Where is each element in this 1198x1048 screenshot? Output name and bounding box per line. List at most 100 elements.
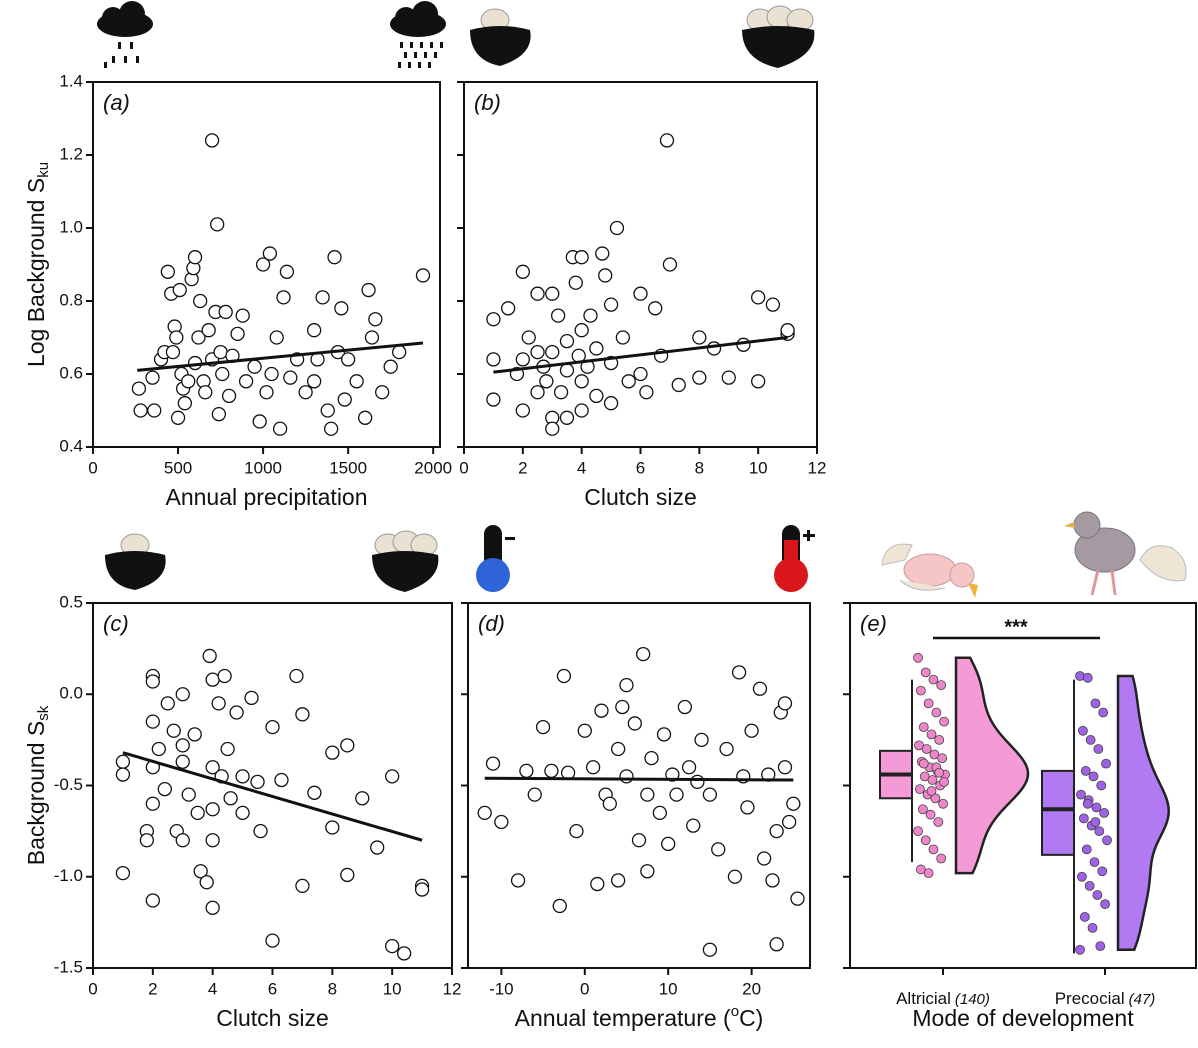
data-point bbox=[515, 352, 530, 367]
data-point bbox=[583, 308, 598, 323]
data-point bbox=[172, 282, 187, 298]
x-axis-label-text: Clutch size bbox=[216, 1005, 328, 1031]
x-tick-label: 0 bbox=[88, 458, 97, 477]
data-point bbox=[235, 308, 250, 323]
data-point bbox=[1093, 744, 1104, 754]
data-point bbox=[589, 341, 604, 356]
data-point bbox=[1078, 813, 1089, 824]
data-point bbox=[559, 363, 575, 378]
data-point bbox=[765, 873, 780, 888]
data-point bbox=[677, 699, 693, 715]
data-point bbox=[229, 705, 244, 720]
data-point bbox=[295, 707, 310, 722]
x-tick-label: 10 bbox=[659, 979, 678, 998]
data-point bbox=[223, 791, 238, 806]
data-point bbox=[577, 723, 592, 738]
x-axis-label-text: Mode of development bbox=[912, 1005, 1134, 1031]
data-point bbox=[202, 648, 217, 664]
data-point bbox=[574, 323, 589, 338]
data-point bbox=[325, 820, 340, 835]
data-point bbox=[923, 868, 934, 878]
data-point bbox=[928, 844, 939, 855]
data-point bbox=[671, 377, 686, 393]
data-point bbox=[706, 341, 722, 356]
data-point bbox=[396, 946, 412, 961]
data-point bbox=[1077, 871, 1087, 882]
density-violin bbox=[954, 656, 1030, 875]
data-point bbox=[259, 385, 274, 400]
data-point bbox=[255, 257, 271, 272]
y-tick-label: 1.0 bbox=[59, 217, 83, 236]
data-point bbox=[205, 672, 220, 687]
data-point bbox=[598, 268, 613, 283]
data-point bbox=[690, 774, 705, 789]
data-point bbox=[115, 865, 131, 881]
data-point bbox=[198, 385, 213, 400]
y-tick-label: -0.5 bbox=[54, 775, 83, 794]
data-point bbox=[694, 732, 709, 748]
data-point bbox=[187, 727, 202, 742]
icon-heavy-rain bbox=[390, 1, 446, 68]
data-point bbox=[719, 741, 734, 757]
data-point bbox=[218, 304, 233, 320]
data-point bbox=[936, 680, 947, 691]
data-point bbox=[383, 359, 398, 374]
data-point bbox=[777, 696, 793, 711]
x-tick-label: 1500 bbox=[329, 458, 367, 477]
data-point bbox=[545, 344, 560, 360]
y-tick-label: 1.2 bbox=[59, 144, 83, 163]
plot-frame bbox=[92, 81, 441, 448]
data-point bbox=[936, 853, 947, 864]
data-point bbox=[740, 800, 755, 815]
data-point bbox=[211, 696, 226, 711]
data-point bbox=[934, 734, 945, 745]
data-point bbox=[211, 406, 227, 422]
y-tick-label: 0.4 bbox=[59, 436, 83, 455]
data-point bbox=[262, 246, 278, 261]
data-point bbox=[648, 301, 663, 316]
x-tick-label: 4 bbox=[208, 979, 217, 998]
data-point bbox=[939, 776, 949, 787]
data-point bbox=[751, 374, 766, 389]
data-point bbox=[574, 250, 589, 265]
data-point bbox=[320, 403, 335, 418]
data-point bbox=[1101, 758, 1111, 769]
data-point bbox=[527, 787, 542, 802]
data-point bbox=[926, 786, 937, 796]
data-point bbox=[925, 809, 936, 820]
data-point bbox=[917, 804, 928, 815]
data-point bbox=[927, 775, 938, 785]
data-point bbox=[145, 796, 160, 811]
plot-frame bbox=[92, 602, 453, 969]
data-point bbox=[752, 681, 768, 696]
category-label: Precocial (47) bbox=[1055, 989, 1156, 1008]
data-point bbox=[165, 344, 181, 360]
data-point bbox=[315, 290, 330, 305]
panel-label: (d) bbox=[478, 611, 505, 636]
data-point bbox=[276, 290, 291, 305]
data-point bbox=[627, 716, 642, 731]
x-tick-label: 6 bbox=[636, 458, 645, 477]
data-point bbox=[205, 802, 220, 817]
data-point bbox=[780, 323, 795, 338]
data-point bbox=[1081, 844, 1092, 855]
icon-altricial-chick bbox=[881, 543, 978, 598]
data-point bbox=[220, 741, 235, 757]
y-tick-label: -1.5 bbox=[54, 957, 83, 976]
data-point bbox=[636, 646, 651, 662]
x-axis-label-sup: o bbox=[731, 1003, 739, 1020]
y-axis-label-text: Log Background S bbox=[23, 178, 49, 367]
data-point bbox=[727, 869, 743, 884]
x-tick-label: 2000 bbox=[414, 458, 452, 477]
data-point bbox=[279, 264, 295, 279]
icon-nest-one-egg bbox=[105, 533, 166, 590]
data-point bbox=[521, 330, 536, 345]
data-point bbox=[415, 268, 431, 283]
data-point bbox=[702, 787, 718, 802]
y-tick-label: 0.6 bbox=[59, 363, 83, 382]
regression-line bbox=[484, 776, 794, 782]
data-point bbox=[306, 323, 322, 338]
data-point bbox=[147, 403, 162, 418]
data-point bbox=[307, 785, 322, 800]
data-point bbox=[1100, 899, 1111, 910]
